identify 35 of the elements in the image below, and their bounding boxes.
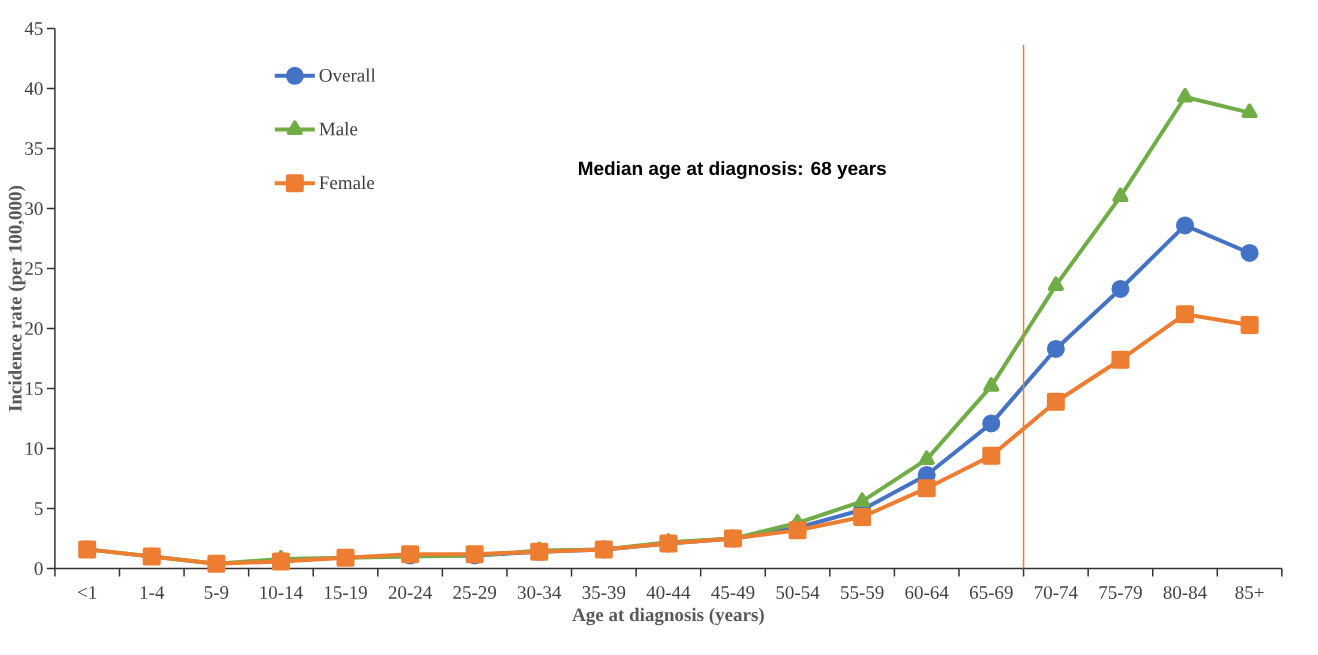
x-tick-label: 20-24 (388, 586, 432, 599)
y-tick-label: 15 (26, 382, 43, 395)
x-tick-label: 80-84 (1163, 586, 1207, 599)
y-axis-title: Incidence rate (per 100,000) (8, 185, 26, 412)
x-tick-label: 85+ (1235, 586, 1264, 599)
y-tick-label: 30 (25, 202, 43, 215)
legend-label: Male (319, 122, 358, 136)
y-tick-label: 10 (26, 442, 43, 455)
x-tick-label: 65-69 (969, 586, 1013, 599)
x-tick-label: 15-19 (325, 586, 367, 599)
y-tick-label: 45 (24, 22, 43, 35)
x-tick-label: 50-54 (776, 586, 820, 599)
y-tick-label: 35 (25, 142, 43, 155)
x-tick-label: 70-74 (1034, 586, 1078, 599)
x-tick-label: 35-39 (582, 586, 626, 599)
x-tick-label: 45-49 (711, 586, 755, 599)
x-tick-label: 55-59 (841, 586, 884, 599)
x-tick-label: 1-4 (140, 586, 165, 599)
y-tick-label: 40 (24, 82, 43, 95)
x-tick-label: 5-9 (204, 586, 229, 599)
y-tick-label: 5 (34, 502, 43, 515)
y-tick-label: 20 (25, 322, 43, 335)
annotation: Median age at diagnosis: 68 years (578, 161, 886, 179)
legend-label: Female (319, 175, 375, 190)
y-tick-label: 25 (25, 262, 43, 275)
x-tick-label: 25-29 (453, 586, 497, 599)
x-tick-label: 10-14 (260, 586, 303, 599)
x-tick-label: <1 (78, 586, 97, 599)
x-tick-label: 30-34 (517, 586, 562, 599)
x-tick-label: 75-79 (1099, 586, 1142, 599)
x-axis-title: Age at diagnosis (years) (572, 607, 764, 626)
x-tick-label: 60-64 (905, 586, 949, 599)
x-tick-label: 40-44 (646, 586, 691, 599)
y-tick-label: 0 (34, 562, 43, 575)
legend-label: Overall (319, 68, 376, 82)
